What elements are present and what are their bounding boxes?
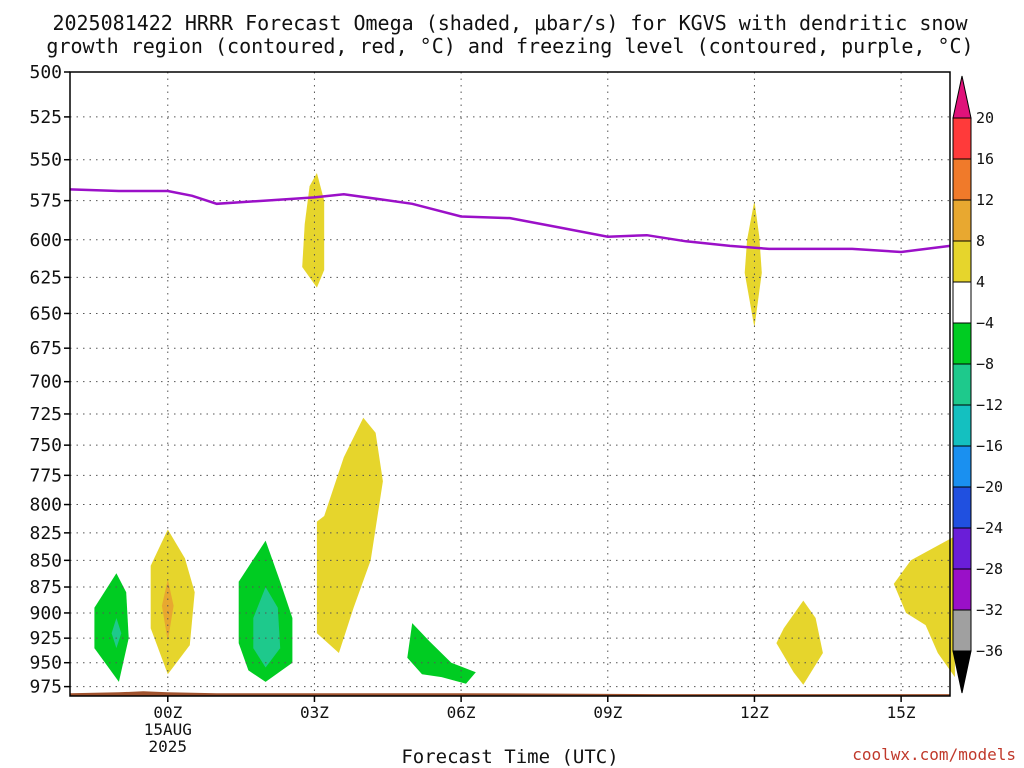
xtick-label-15-0: 15Z: [887, 703, 916, 722]
colorbar-bin-4: [952, 281, 972, 324]
freezing-level-series: [69, 188, 951, 254]
colorbar-label--4: −4: [976, 314, 994, 332]
xtick-label-0-1: 15AUG: [144, 720, 192, 739]
freezing-level-line: [69, 188, 951, 254]
colorbar-bin-1: [952, 158, 972, 201]
colorbar-bin-5: [952, 322, 972, 365]
colorbar-arrow-top: [952, 75, 972, 119]
ytick-label-600: 600: [29, 230, 62, 251]
terrain: [70, 691, 950, 696]
colorbar-arrow-bottom: [952, 650, 972, 694]
ytick-label-500: 500: [29, 62, 62, 83]
ytick-label-625: 625: [29, 267, 62, 288]
ytick-label-825: 825: [29, 523, 62, 544]
omega-region-8: [253, 587, 281, 668]
colorbar-bin-12: [952, 609, 972, 652]
colorbar-bin-0: [952, 117, 972, 160]
y-axis: 500 525 550 575 600 625 650 675 700 725 750 775 800 8…: [29, 62, 70, 698]
colorbar-label--32: −32: [976, 601, 1003, 619]
xtick-label-6-0: 06Z: [447, 703, 476, 722]
omega-region-5: [94, 573, 129, 682]
omega-region-1: [744, 200, 762, 328]
ytick-label-975: 975: [29, 677, 62, 698]
colorbar-label--28: −28: [976, 560, 1003, 578]
ytick-label-550: 550: [29, 150, 62, 171]
omega-region-10: [776, 600, 823, 685]
colorbar-label--36: −36: [976, 642, 1003, 660]
x-axis-label: Forecast Time (UTC): [401, 746, 618, 768]
omega-region-4: [161, 579, 174, 642]
gridlines: [70, 71, 950, 696]
colorbar-label-20: 20: [976, 109, 994, 127]
ytick-label-575: 575: [29, 191, 62, 212]
colorbar-bin-11: [952, 568, 972, 611]
plot-frame: [69, 71, 951, 697]
colorbar-bin-7: [952, 404, 972, 447]
colorbar-label-12: 12: [976, 191, 994, 209]
xtick-label-0-2: 2025: [149, 737, 188, 756]
ytick-label-775: 775: [29, 465, 62, 486]
ytick-label-725: 725: [29, 404, 62, 425]
omega-region-2: [316, 417, 383, 653]
ytick-label-850: 850: [29, 550, 62, 571]
colorbar-bin-9: [952, 486, 972, 529]
colorbar-bin-2: [952, 199, 972, 242]
omega-region-9: [407, 623, 476, 684]
colorbar-bin-8: [952, 445, 972, 488]
colorbar-label-8: 8: [976, 232, 985, 250]
colorbar-bin-10: [952, 527, 972, 570]
ytick-label-700: 700: [29, 372, 62, 393]
xtick-label-0-0: 00Z: [153, 703, 182, 722]
chart-title-line-2: growth region (contoured, red, °C) and f…: [46, 34, 973, 58]
colorbar-bin-6: [952, 363, 972, 406]
ytick-label-875: 875: [29, 577, 62, 598]
colorbar-label-4: 4: [976, 273, 985, 291]
colorbar-label--20: −20: [976, 478, 1003, 496]
omega-region-6: [111, 618, 122, 649]
omega-region-0: [302, 173, 325, 288]
credit-link[interactable]: coolwx.com/models: [852, 745, 1016, 764]
colorbar-label--8: −8: [976, 355, 994, 373]
omega-region-11: [893, 536, 955, 678]
chart-title-line-1: 2025081422 HRRR Forecast Omega (shaded, …: [52, 11, 968, 35]
colorbar-label--16: −16: [976, 437, 1003, 455]
ytick-label-675: 675: [29, 338, 62, 359]
terrain-fill: [70, 691, 950, 696]
colorbar-label--24: −24: [976, 519, 1003, 537]
colorbar: 20 16 12 8 4 −4 −8 −12 −16 −20 −24 −28 −32 −36: [952, 75, 1003, 694]
ytick-label-525: 525: [29, 107, 62, 128]
ytick-label-800: 800: [29, 495, 62, 516]
plot-area: [70, 72, 950, 696]
colorbar-bin-3: [952, 240, 972, 283]
xtick-label-12-0: 12Z: [740, 703, 769, 722]
xtick-label-9-0: 09Z: [593, 703, 622, 722]
colorbar-label--12: −12: [976, 396, 1003, 414]
ytick-label-750: 750: [29, 435, 62, 456]
xtick-label-3-0: 03Z: [300, 703, 329, 722]
ytick-label-900: 900: [29, 603, 62, 624]
ytick-label-925: 925: [29, 628, 62, 649]
ytick-label-650: 650: [29, 303, 62, 324]
ytick-label-950: 950: [29, 653, 62, 674]
colorbar-label-16: 16: [976, 150, 994, 168]
